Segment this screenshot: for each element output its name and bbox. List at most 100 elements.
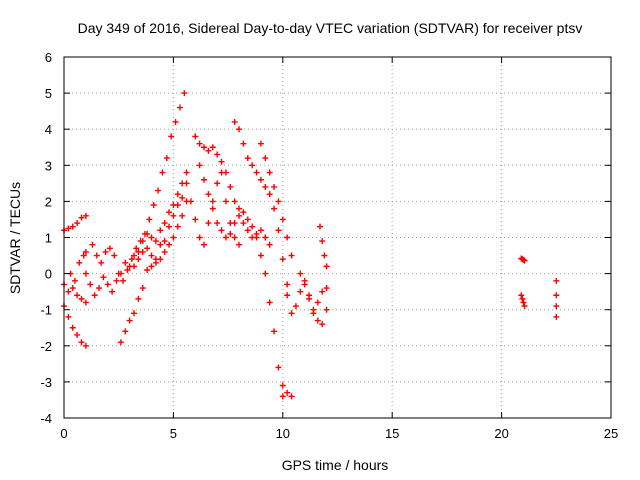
y-tick-label: -1 (40, 303, 52, 318)
data-point (192, 216, 199, 223)
x-axis-title: GPS time / hours (282, 457, 389, 473)
data-point (201, 144, 208, 151)
data-point (163, 155, 170, 162)
series-track-m (257, 140, 295, 259)
data-point (82, 212, 89, 219)
y-tick-label: 1 (45, 231, 52, 246)
data-point (257, 227, 264, 234)
data-point (74, 331, 81, 338)
data-point (266, 299, 273, 306)
data-point (284, 281, 291, 288)
data-point (113, 277, 120, 284)
data-point (205, 191, 212, 198)
data-point (168, 133, 175, 140)
data-point (553, 292, 560, 299)
data-point (124, 266, 131, 273)
data-point (257, 252, 264, 259)
data-point (227, 230, 234, 237)
data-point (131, 310, 138, 317)
data-point (205, 220, 212, 227)
y-tick-label: 4 (45, 122, 52, 137)
data-point (314, 299, 321, 306)
data-point (319, 288, 326, 295)
data-point (93, 252, 100, 259)
data-point (316, 223, 323, 230)
data-point (78, 295, 85, 302)
data-point (148, 263, 155, 270)
data-point (82, 270, 89, 277)
data-point (181, 90, 188, 97)
data-point (144, 230, 151, 237)
data-point (275, 198, 282, 205)
data-point (240, 209, 247, 216)
series-track-t (553, 277, 560, 320)
data-point (314, 317, 321, 324)
data-point (96, 285, 103, 292)
data-point (231, 234, 238, 241)
series-track-q (316, 223, 330, 270)
y-tick-label: 6 (45, 50, 52, 65)
grid (64, 57, 611, 418)
data-point (104, 281, 111, 288)
data-point (323, 306, 330, 313)
data-point (139, 285, 146, 292)
data-point (139, 248, 146, 255)
y-tick-label: -4 (40, 411, 52, 426)
data-point (161, 248, 168, 255)
data-point (155, 187, 162, 194)
data-point (196, 162, 203, 169)
data-point (100, 274, 107, 281)
data-point (131, 263, 138, 270)
data-point (196, 140, 203, 147)
data-point (520, 256, 527, 263)
data-point (152, 259, 159, 266)
data-point (157, 256, 164, 263)
x-tick-label: 0 (60, 426, 67, 441)
data-point (82, 299, 89, 306)
data-point (240, 220, 247, 227)
data-point (279, 256, 286, 263)
data-point (231, 220, 238, 227)
data-point (292, 303, 299, 310)
data-point (78, 214, 85, 221)
data-point (196, 234, 203, 241)
data-point (214, 151, 221, 158)
series-track-a (61, 212, 89, 234)
data-point (262, 155, 269, 162)
data-point (262, 270, 269, 277)
data-point (120, 277, 127, 284)
data-point (69, 324, 76, 331)
data-point (89, 241, 96, 248)
data-point (275, 227, 282, 234)
data-point (518, 292, 525, 299)
data-point (150, 202, 157, 209)
series-track-j (192, 133, 286, 400)
chart-title: Day 349 of 2016, Sidereal Day-to-day VTE… (78, 20, 583, 36)
data-point (519, 295, 526, 302)
data-point (262, 234, 269, 241)
data-point (74, 220, 81, 227)
data-point (201, 241, 208, 248)
data-point (174, 202, 181, 209)
data-point (319, 321, 326, 328)
y-tick-label: 2 (45, 194, 52, 209)
data-point (128, 256, 135, 263)
y-axis-title: SDTVAR / TECUs (7, 182, 23, 294)
data-point (148, 234, 155, 241)
series-track-f (82, 169, 190, 299)
data-point (179, 212, 186, 219)
data-point (257, 176, 264, 183)
data-point (279, 216, 286, 223)
data-point (98, 259, 105, 266)
data-point (236, 205, 243, 212)
series-track-b (61, 281, 89, 306)
data-point (227, 183, 234, 190)
data-point (183, 169, 190, 176)
data-point (218, 158, 225, 165)
data-point (218, 227, 225, 234)
data-point (159, 169, 166, 176)
data-point (288, 310, 295, 317)
x-tick-label: 25 (604, 426, 618, 441)
data-point (82, 342, 89, 349)
data-point (170, 212, 177, 219)
